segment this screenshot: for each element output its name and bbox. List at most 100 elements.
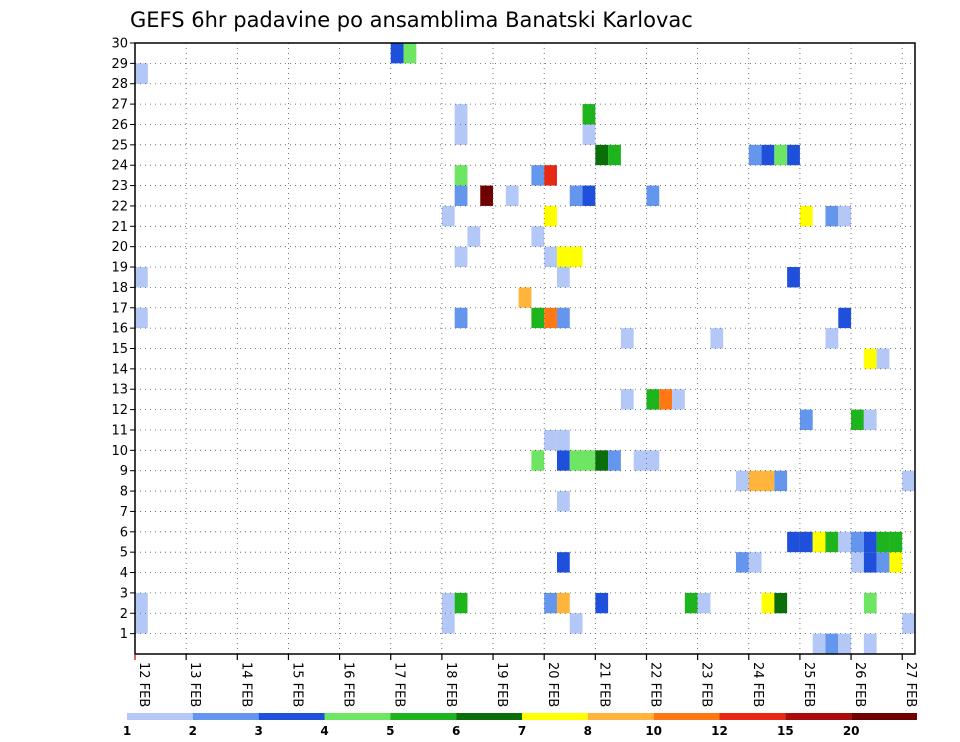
y-tick-label: 6 [120, 525, 128, 540]
precip-cell [582, 185, 596, 206]
y-tick-label: 28 [111, 77, 128, 92]
legend-label: 5 [386, 724, 394, 738]
precip-cell [531, 226, 545, 247]
y-tick-label: 24 [111, 159, 128, 174]
precip-cell [454, 124, 468, 145]
chart-title: GEFS 6hr padavine po ansamblima Banatski… [130, 8, 693, 32]
x-tick-label: 22 FEB [647, 662, 662, 707]
precip-cell [838, 205, 852, 227]
color-legend: 1 2 3 4 5 6 7 8 10 12 15 20 [123, 713, 917, 738]
precip-cell [454, 185, 468, 206]
precip-cell [735, 470, 749, 492]
precip-cell [646, 389, 660, 410]
precip-cell [569, 185, 583, 206]
precip-cell [390, 43, 404, 64]
precip-cell [812, 531, 826, 553]
legend-swatch [785, 713, 852, 720]
precip-cell [569, 246, 583, 268]
y-tick-label: 5 [120, 546, 128, 561]
precip-cell [454, 104, 468, 125]
precip-cell [556, 552, 570, 573]
precip-cell [889, 531, 903, 553]
x-tick-label: 12 FEB [136, 662, 151, 707]
precip-cell [135, 307, 148, 329]
precip-cell [505, 185, 519, 206]
precip-cell [608, 450, 621, 471]
y-tick-label: 16 [111, 322, 128, 337]
x-tick-label: 23 FEB [699, 662, 714, 707]
precip-cell [135, 592, 148, 614]
precip-cell [851, 531, 864, 553]
precip-cell [544, 307, 557, 329]
precip-cell [774, 592, 788, 614]
precip-cell [889, 552, 903, 573]
precip-cell [748, 470, 762, 492]
precip-cell [672, 389, 685, 410]
precip-cell [556, 592, 570, 614]
x-tick-label: 16 FEB [341, 662, 356, 707]
precip-cell [876, 552, 890, 573]
y-tick-label: 25 [111, 138, 128, 153]
precip-cell [748, 552, 762, 573]
x-tick-label: 18 FEB [443, 662, 458, 707]
y-tick-label: 23 [111, 179, 128, 194]
y-tick-label: 21 [111, 220, 128, 235]
precip-cell [135, 613, 148, 634]
precip-cell [748, 144, 762, 166]
precip-cell [863, 633, 877, 654]
x-tick-label: 19 FEB [494, 662, 509, 707]
precip-cell [825, 328, 839, 349]
precip-cell [544, 205, 557, 227]
precip-cell [480, 185, 494, 206]
legend-label: 1 [123, 724, 131, 738]
y-tick-label: 13 [111, 383, 128, 398]
y-tick-label: 12 [111, 403, 128, 418]
precip-cell [863, 348, 877, 369]
precip-cell [595, 592, 609, 614]
precip-cell [403, 43, 417, 64]
precip-cell [135, 63, 148, 84]
y-tick-label: 30 [111, 37, 128, 52]
y-tick-label: 2 [120, 607, 128, 622]
precip-cell [518, 287, 532, 308]
precip-cell [544, 592, 557, 614]
precip-cell [851, 409, 864, 430]
y-tick-label: 29 [111, 57, 128, 72]
precip-cell [863, 552, 877, 573]
precip-cell [454, 592, 468, 614]
precip-cell [799, 205, 813, 227]
precip-cell [595, 144, 609, 166]
precip-cell [531, 450, 545, 471]
precip-cell [608, 144, 621, 166]
y-tick-label: 22 [111, 199, 128, 214]
precip-cell [454, 165, 468, 186]
precip-cell [620, 389, 634, 410]
precip-cell [735, 552, 749, 573]
y-tick-label: 18 [111, 281, 128, 296]
y-axis: 1234567891011121314151617181920212223242… [111, 37, 135, 642]
precip-cell [838, 307, 852, 329]
y-tick-label: 15 [111, 342, 128, 357]
x-tick-label: 21 FEB [596, 662, 611, 707]
precip-cell [761, 470, 775, 492]
precip-cell [544, 246, 557, 268]
precip-cell [799, 409, 813, 430]
x-tick-label: 20 FEB [545, 662, 560, 707]
precip-cell [710, 328, 724, 349]
legend-label: 3 [254, 724, 262, 738]
x-axis: 12 FEB 13 FEB 14 FEB 15 FEB 16 FEB 17 FEB 18 F… [134, 654, 918, 707]
legend-swatch [851, 713, 917, 720]
x-tick-label: 26 FEB [852, 662, 867, 707]
precip-cell [454, 307, 468, 329]
precip-cell [441, 613, 455, 634]
precip-cell [467, 226, 481, 247]
y-tick-label: 14 [111, 362, 128, 377]
legend-swatch [653, 713, 720, 720]
legend-label: 4 [320, 724, 328, 738]
legend-swatch [127, 713, 193, 720]
legend-swatch [719, 713, 786, 720]
precip-cell [582, 104, 596, 125]
legend-label: 12 [711, 724, 728, 738]
precip-cell [595, 450, 609, 471]
